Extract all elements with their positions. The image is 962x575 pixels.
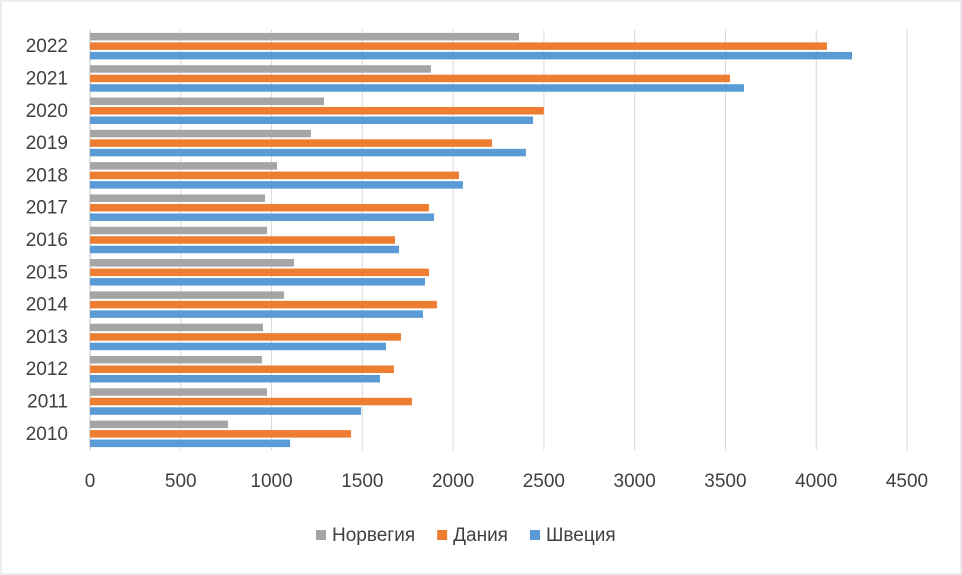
x-tick-label: 2000 [432, 471, 474, 492]
bar [90, 259, 295, 267]
legend-swatch [529, 530, 540, 540]
y-tick-label: 2015 [26, 262, 68, 283]
bar [90, 203, 429, 212]
bar [90, 171, 459, 180]
x-tick-label: 2500 [523, 471, 565, 492]
x-tick-label: 500 [165, 471, 197, 492]
bar [90, 355, 262, 364]
x-tick-label: 3000 [614, 471, 656, 492]
bar [90, 397, 412, 406]
legend-label: Норвегия [332, 525, 415, 546]
bar [90, 139, 492, 147]
bar [90, 116, 533, 125]
bar [90, 148, 526, 157]
bar [90, 32, 520, 41]
bar [90, 213, 435, 221]
y-tick-label: 2017 [26, 198, 68, 219]
bar [90, 291, 285, 299]
x-tick-label: 1500 [341, 471, 383, 492]
y-tick-label: 2018 [26, 165, 68, 186]
bar [90, 162, 278, 170]
x-tick-label: 3500 [704, 471, 746, 492]
bar [90, 236, 396, 244]
legend-label: Дания [453, 525, 508, 546]
bar [90, 374, 380, 383]
y-tick-label: 2020 [26, 101, 68, 122]
bar [90, 129, 311, 138]
bar [90, 181, 463, 189]
x-tick-label: 4500 [886, 471, 928, 492]
bar [90, 278, 425, 286]
y-tick-label: 2011 [27, 392, 68, 413]
bar [90, 439, 291, 448]
legend-label: Швеция [546, 525, 616, 546]
y-tick-label: 2010 [26, 424, 68, 445]
bar [90, 407, 362, 415]
y-tick-label: 2013 [26, 327, 68, 348]
bar [90, 323, 264, 332]
bar [90, 300, 437, 309]
bar [90, 333, 402, 341]
x-tick-label: 4000 [795, 471, 837, 492]
y-tick-label: 2021 [26, 68, 68, 89]
bar [90, 310, 423, 318]
bar [90, 84, 744, 92]
bar [90, 342, 386, 351]
bar [90, 226, 268, 235]
y-tick-label: 2016 [26, 230, 68, 251]
bar [90, 42, 827, 50]
bar [90, 388, 268, 396]
bar [90, 107, 544, 115]
y-tick-label: 2022 [26, 36, 68, 57]
bar [90, 65, 431, 73]
bar [90, 194, 266, 202]
legend-swatch [437, 530, 448, 540]
y-tick-label: 2012 [26, 359, 68, 380]
x-tick-label: 0 [85, 471, 96, 492]
x-tick-label: 1000 [250, 471, 292, 492]
y-tick-label: 2019 [26, 133, 68, 154]
bar [90, 74, 730, 83]
bar [90, 430, 352, 438]
bar [90, 245, 400, 254]
bar [90, 51, 852, 60]
y-tick-label: 2014 [26, 295, 69, 316]
bar [90, 268, 429, 277]
legend-swatch [316, 530, 326, 540]
bar [90, 420, 228, 429]
bar [90, 365, 394, 373]
bar [90, 97, 325, 106]
